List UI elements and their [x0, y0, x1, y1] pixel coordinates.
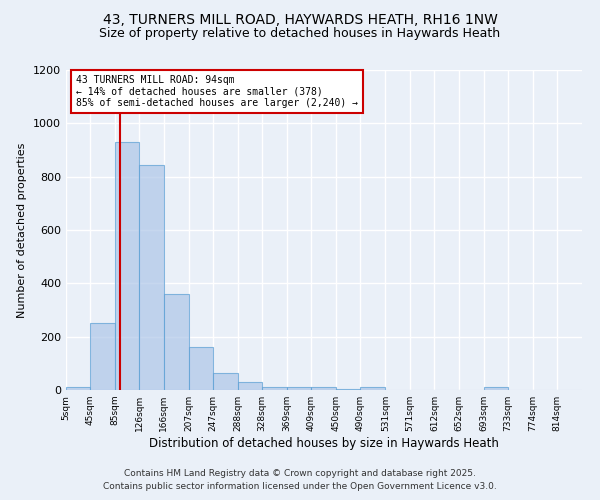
- Text: 43 TURNERS MILL ROAD: 94sqm
← 14% of detached houses are smaller (378)
85% of se: 43 TURNERS MILL ROAD: 94sqm ← 14% of det…: [76, 75, 358, 108]
- Bar: [336, 388, 361, 390]
- Bar: [361, 388, 385, 390]
- Bar: [66, 388, 90, 390]
- Bar: [484, 388, 508, 390]
- Bar: [287, 388, 311, 390]
- Bar: [238, 382, 262, 390]
- Bar: [90, 324, 115, 390]
- Y-axis label: Number of detached properties: Number of detached properties: [17, 142, 28, 318]
- Bar: [188, 348, 213, 390]
- Bar: [115, 142, 139, 390]
- Text: Contains HM Land Registry data © Crown copyright and database right 2025.: Contains HM Land Registry data © Crown c…: [124, 468, 476, 477]
- Bar: [311, 388, 336, 390]
- Bar: [213, 372, 238, 390]
- Bar: [262, 386, 287, 390]
- X-axis label: Distribution of detached houses by size in Haywards Heath: Distribution of detached houses by size …: [149, 437, 499, 450]
- Bar: [139, 164, 164, 390]
- Text: Contains public sector information licensed under the Open Government Licence v3: Contains public sector information licen…: [103, 482, 497, 491]
- Bar: [164, 294, 188, 390]
- Text: 43, TURNERS MILL ROAD, HAYWARDS HEATH, RH16 1NW: 43, TURNERS MILL ROAD, HAYWARDS HEATH, R…: [103, 12, 497, 26]
- Text: Size of property relative to detached houses in Haywards Heath: Size of property relative to detached ho…: [100, 28, 500, 40]
